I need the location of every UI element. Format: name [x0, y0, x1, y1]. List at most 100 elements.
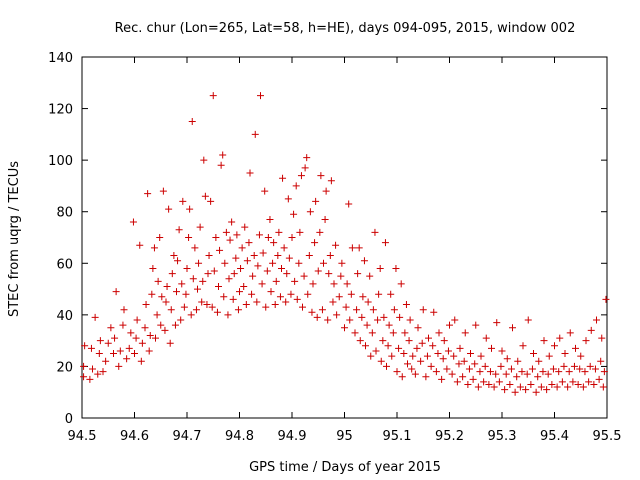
data-point: [233, 231, 241, 239]
data-point: [96, 337, 104, 345]
data-point: [213, 308, 221, 316]
data-point: [324, 316, 332, 324]
data-point: [480, 378, 488, 386]
data-point: [384, 342, 392, 350]
data-point: [600, 368, 608, 376]
data-point: [574, 380, 582, 388]
data-point: [224, 311, 232, 319]
data-point: [300, 272, 308, 280]
data-point: [325, 270, 333, 278]
data-point: [492, 370, 500, 378]
data-point: [503, 355, 511, 363]
data-point: [175, 226, 183, 234]
data-point: [423, 352, 431, 360]
data-point: [257, 92, 264, 100]
data-point: [309, 280, 317, 288]
data-point: [461, 329, 469, 337]
data-point: [111, 334, 119, 342]
data-point: [115, 362, 123, 370]
data-point: [320, 259, 327, 267]
data-point: [249, 272, 257, 280]
data-point: [285, 254, 293, 262]
data-point: [263, 267, 271, 275]
data-point: [570, 362, 578, 370]
data-point: [406, 316, 414, 324]
y-tick-label: 60: [56, 257, 73, 272]
data-point: [251, 130, 259, 138]
x-tick-label: 94.8: [225, 429, 254, 444]
data-point: [171, 321, 179, 329]
data-point: [590, 380, 598, 388]
data-point: [379, 337, 387, 345]
data-point: [381, 239, 389, 247]
data-point: [167, 306, 175, 314]
data-point: [152, 334, 159, 342]
chart-title: Rec. chur (Lon=265, Lat=58, h=HE), days …: [115, 21, 576, 36]
data-point: [453, 378, 461, 386]
data-point: [545, 352, 553, 360]
data-point: [290, 210, 298, 218]
data-point: [523, 370, 531, 378]
data-point: [161, 326, 169, 334]
data-point: [153, 311, 161, 319]
data-point: [112, 288, 120, 296]
y-axis: 0 20 40 60 80 100 120 140: [48, 51, 607, 427]
data-point: [549, 365, 557, 373]
data-point: [527, 380, 535, 388]
data-point: [313, 313, 321, 321]
data-point: [481, 362, 489, 370]
data-point: [209, 92, 217, 100]
data-point: [248, 290, 256, 298]
data-point: [372, 347, 380, 355]
data-point: [366, 272, 374, 280]
data-point: [145, 347, 153, 355]
data-point: [203, 301, 211, 309]
y-tick-label: 80: [56, 206, 73, 221]
data-point: [587, 326, 595, 334]
data-point: [524, 316, 532, 324]
data-point: [237, 264, 245, 272]
data-point: [170, 252, 178, 260]
data-point: [577, 352, 585, 360]
data-points: [80, 92, 610, 396]
data-point: [351, 329, 359, 337]
data-point: [321, 215, 329, 223]
data-point: [282, 298, 290, 306]
data-point: [353, 306, 361, 314]
data-point: [312, 197, 320, 205]
data-point: [467, 350, 474, 358]
data-point: [377, 357, 385, 365]
data-point: [322, 187, 330, 195]
data-point: [490, 383, 498, 391]
data-point: [498, 347, 506, 355]
data-point: [292, 182, 300, 190]
data-point: [488, 344, 495, 352]
data-point: [338, 259, 346, 267]
data-point: [241, 223, 249, 231]
data-point: [451, 316, 459, 324]
data-point: [327, 177, 335, 185]
data-point: [556, 334, 564, 342]
data-point: [585, 378, 593, 386]
data-point: [368, 329, 376, 337]
data-point: [409, 352, 417, 360]
data-point: [200, 156, 208, 164]
data-point: [210, 267, 218, 275]
data-point: [293, 295, 301, 303]
data-point: [119, 321, 127, 329]
data-point: [81, 342, 89, 350]
data-point: [435, 329, 443, 337]
data-point: [528, 365, 536, 373]
data-point: [427, 362, 435, 370]
data-point: [278, 264, 285, 272]
x-tick-label: 95.1: [383, 429, 412, 444]
data-point: [358, 313, 366, 321]
data-point: [110, 350, 117, 358]
data-point: [387, 290, 395, 298]
data-point: [456, 344, 464, 352]
data-point: [355, 244, 363, 252]
data-point: [149, 264, 157, 272]
data-point: [440, 337, 448, 345]
data-point: [362, 342, 369, 350]
data-point: [374, 316, 382, 324]
